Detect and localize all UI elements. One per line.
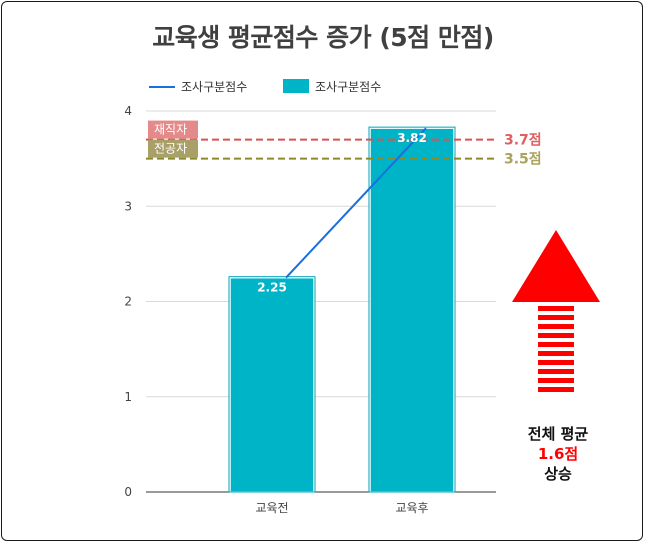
arrow-stripe (538, 387, 574, 392)
reference-value-label: 3.5점 (504, 151, 542, 168)
arrow-stripe (538, 351, 574, 356)
increase-note-line3: 상승 (544, 465, 572, 483)
data-label: 3.82 (397, 131, 427, 145)
arrow-stripe (538, 342, 574, 347)
legend-label-bar: 조사구분점수 (315, 80, 382, 94)
category-label: 교육후 (395, 501, 428, 515)
y-tick-label: 4 (124, 104, 132, 118)
reference-tag-label: 재직자 (154, 123, 187, 137)
category-label: 교육전 (255, 501, 288, 515)
reference-tag-bg (148, 120, 198, 139)
legend-line-swatch (149, 86, 175, 88)
up-arrow-icon (512, 230, 600, 302)
bar (369, 127, 455, 493)
arrow-stripe (538, 378, 574, 383)
y-tick-label: 3 (124, 199, 132, 213)
arrow-stripe (538, 333, 574, 338)
arrow-stripe (538, 315, 574, 320)
increase-note-line1: 전체 평균 (527, 425, 589, 443)
legend-label-line: 조사구분점수 (181, 80, 248, 94)
series-line (285, 127, 427, 279)
reference-tag-label: 전공자 (154, 142, 187, 156)
y-tick-label: 0 (124, 485, 132, 499)
bar-outline (228, 276, 316, 493)
y-tick-label: 1 (124, 390, 132, 404)
legend-bar-swatch (283, 79, 309, 93)
increase-note-value: 1.6점 (537, 445, 579, 463)
data-label: 2.25 (257, 281, 287, 295)
arrow-stripe (538, 306, 574, 311)
arrow-stripe (538, 324, 574, 329)
y-tick-label: 2 (124, 295, 132, 309)
arrow-stripe (538, 369, 574, 374)
arrow-stripe (538, 360, 574, 365)
chart-title: 교육생 평균점수 증가 (5점 만점) (152, 23, 494, 52)
increase-note: 전체 평균 1.6점 상승 (508, 424, 608, 484)
reference-tag-bg (148, 139, 198, 158)
reference-value-label: 3.7점 (504, 132, 542, 149)
bar (229, 276, 315, 493)
bar-outline (368, 126, 456, 493)
